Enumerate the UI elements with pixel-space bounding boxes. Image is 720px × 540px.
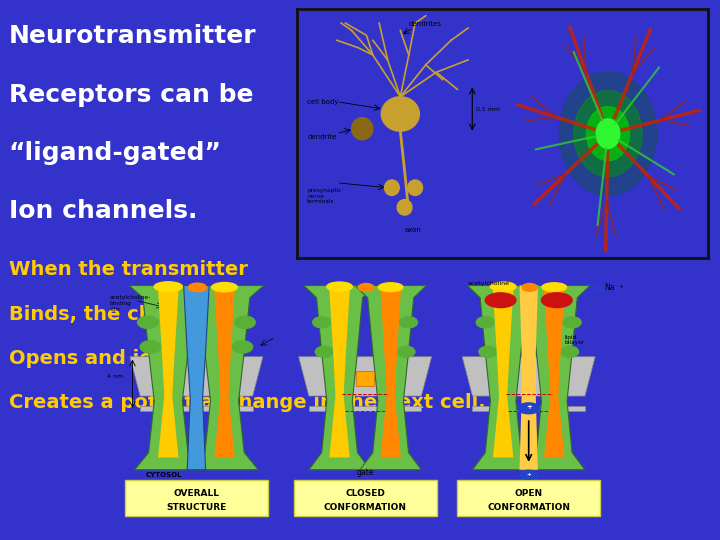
Text: 0.1 mm: 0.1 mm	[477, 106, 500, 112]
Text: +: +	[526, 472, 531, 477]
Polygon shape	[462, 357, 595, 396]
Polygon shape	[544, 291, 564, 457]
Circle shape	[587, 106, 629, 161]
Circle shape	[559, 72, 657, 195]
Polygon shape	[158, 291, 179, 457]
Ellipse shape	[140, 341, 161, 353]
Ellipse shape	[233, 341, 253, 353]
Ellipse shape	[382, 97, 419, 131]
Text: cell body: cell body	[307, 99, 339, 105]
Ellipse shape	[212, 282, 238, 292]
Polygon shape	[130, 357, 263, 396]
Text: dendrite: dendrite	[307, 133, 337, 139]
Ellipse shape	[542, 283, 567, 292]
Ellipse shape	[397, 346, 415, 357]
Text: CONFORMATION: CONFORMATION	[323, 503, 407, 512]
Ellipse shape	[397, 200, 412, 215]
Circle shape	[541, 293, 572, 308]
Polygon shape	[467, 286, 539, 470]
Ellipse shape	[327, 282, 352, 292]
Polygon shape	[129, 286, 207, 470]
Polygon shape	[185, 286, 264, 470]
Text: “ligand-gated”: “ligand-gated”	[9, 141, 222, 165]
Circle shape	[518, 403, 540, 414]
Bar	[356, 372, 374, 386]
Ellipse shape	[189, 283, 207, 292]
Text: Creates a potential change in the next cell.: Creates a potential change in the next c…	[9, 393, 485, 412]
Ellipse shape	[384, 180, 400, 195]
FancyBboxPatch shape	[294, 480, 436, 516]
Polygon shape	[215, 291, 235, 457]
Text: lipid
bilayer: lipid bilayer	[564, 335, 585, 346]
Polygon shape	[493, 291, 513, 457]
Text: CONFORMATION: CONFORMATION	[487, 503, 570, 512]
Ellipse shape	[563, 317, 581, 328]
FancyBboxPatch shape	[457, 480, 600, 516]
Ellipse shape	[561, 346, 579, 357]
Text: When the transmitter: When the transmitter	[9, 260, 248, 279]
Ellipse shape	[400, 317, 418, 328]
Polygon shape	[518, 286, 590, 470]
Text: 4 nm: 4 nm	[107, 374, 123, 379]
Text: OVERALL: OVERALL	[174, 489, 220, 497]
Text: STRUCTURE: STRUCTURE	[166, 503, 227, 512]
Polygon shape	[184, 286, 210, 470]
Text: Binds, the channel: Binds, the channel	[9, 305, 213, 323]
Ellipse shape	[479, 346, 497, 357]
Text: Opens and ion flow: Opens and ion flow	[9, 349, 220, 368]
FancyBboxPatch shape	[125, 480, 268, 516]
Ellipse shape	[522, 284, 537, 292]
Polygon shape	[304, 286, 375, 470]
Text: Na: Na	[604, 283, 615, 292]
Polygon shape	[380, 291, 401, 457]
Text: Receptors can be: Receptors can be	[9, 83, 253, 106]
Text: CYTOSOL: CYTOSOL	[145, 472, 181, 478]
Circle shape	[574, 91, 642, 177]
Ellipse shape	[315, 346, 333, 357]
Text: acetylcholine-
binding
site: acetylcholine- binding site	[109, 295, 150, 312]
Ellipse shape	[477, 317, 494, 328]
Polygon shape	[309, 406, 421, 411]
Polygon shape	[472, 406, 585, 411]
Ellipse shape	[490, 282, 516, 292]
Text: Neurotransmitter: Neurotransmitter	[9, 24, 256, 48]
Polygon shape	[355, 286, 426, 470]
Ellipse shape	[351, 118, 373, 140]
Circle shape	[596, 119, 620, 148]
Polygon shape	[299, 357, 431, 396]
Ellipse shape	[154, 282, 182, 292]
Text: OPEN: OPEN	[515, 489, 543, 497]
Ellipse shape	[138, 316, 158, 328]
Text: dendrites: dendrites	[409, 21, 442, 26]
Ellipse shape	[235, 316, 255, 328]
Polygon shape	[140, 406, 253, 411]
Text: presynaptic
nerve
terminals: presynaptic nerve terminals	[307, 188, 342, 204]
Polygon shape	[520, 286, 538, 470]
Text: +: +	[527, 404, 533, 410]
Ellipse shape	[359, 284, 374, 292]
Text: acetylcholine: acetylcholine	[467, 281, 509, 287]
Text: +: +	[618, 284, 623, 289]
Text: gate: gate	[356, 468, 374, 477]
Ellipse shape	[408, 180, 423, 195]
Text: +: +	[595, 287, 600, 292]
Ellipse shape	[312, 317, 330, 328]
Polygon shape	[329, 291, 350, 457]
Text: Ion channels.: Ion channels.	[9, 199, 197, 223]
Circle shape	[520, 470, 538, 479]
Circle shape	[485, 293, 516, 308]
Text: CLOSED: CLOSED	[345, 489, 385, 497]
Text: axon: axon	[405, 227, 421, 233]
Ellipse shape	[379, 283, 403, 292]
